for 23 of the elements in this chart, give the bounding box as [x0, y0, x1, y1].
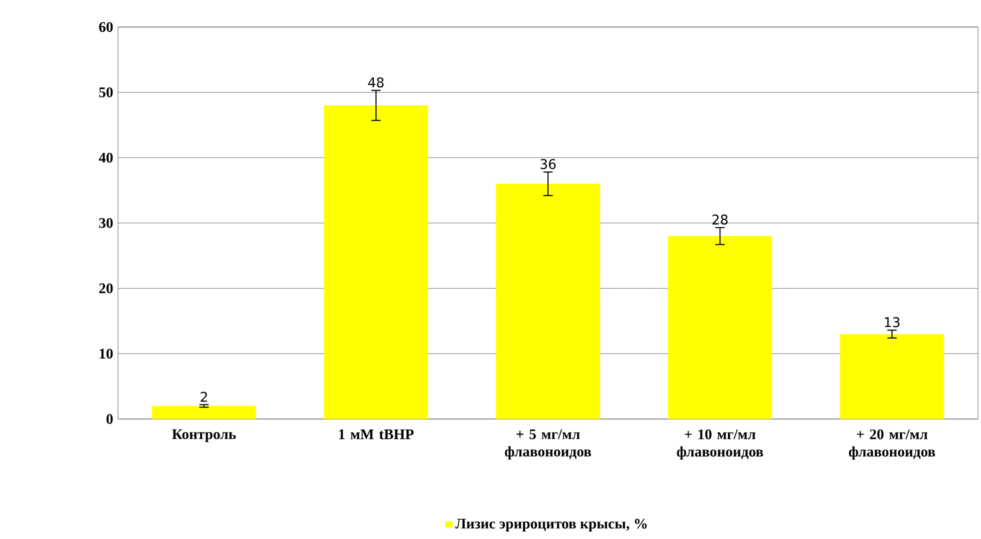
y-tick-label: 20: [99, 283, 113, 294]
data-label: 28: [712, 214, 728, 225]
x-tick-label: Контроль: [172, 429, 236, 442]
y-tick-label: 50: [99, 87, 113, 98]
bar: [668, 236, 772, 419]
x-tick-label: + 20 мг/мл флавоноидов: [848, 429, 936, 460]
x-tick-label: 1 мМ tBHP: [339, 429, 414, 440]
bar: [152, 406, 256, 419]
x-tick-label: + 10 мг/мл флавоноидов: [676, 429, 764, 460]
data-label: 48: [368, 77, 384, 88]
y-tick-label: 40: [98, 152, 113, 163]
bar: [324, 105, 428, 419]
y-tick-label: 10: [100, 348, 113, 359]
y-tick-label: 30: [99, 218, 113, 228]
data-label: 36: [540, 159, 556, 170]
bar: [496, 184, 600, 419]
legend-label: Лизис эрироцитов крысы, %: [455, 518, 647, 532]
bar: [840, 334, 944, 419]
x-tick-label: + 5 мг/мл флавоноидов: [504, 429, 592, 460]
y-tick-label: 0: [106, 414, 113, 424]
data-label: 2: [200, 392, 207, 402]
y-tick-label: 60: [99, 22, 113, 32]
data-label: 13: [884, 317, 900, 328]
